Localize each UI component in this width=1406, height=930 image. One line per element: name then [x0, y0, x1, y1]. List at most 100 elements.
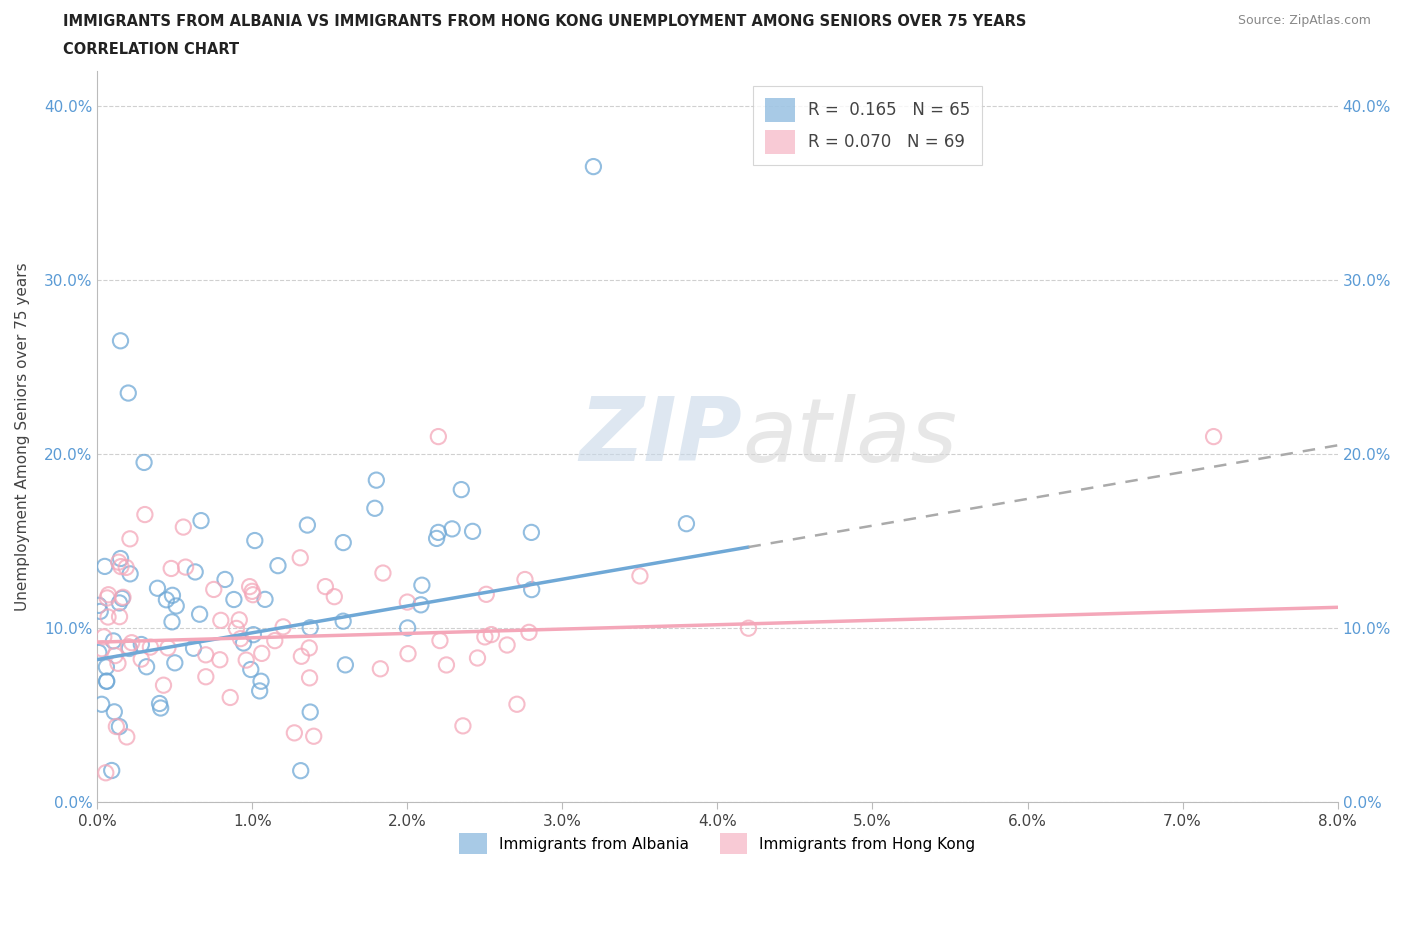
- Point: [298, 641, 321, 656]
- Point: [148, 696, 170, 711]
- Point: [496, 638, 519, 653]
- Point: [475, 587, 498, 602]
- Point: [271, 619, 294, 634]
- Point: [134, 507, 156, 522]
- Point: [283, 725, 305, 740]
- Point: [737, 620, 759, 635]
- Point: [155, 592, 177, 607]
- Point: [450, 482, 472, 497]
- Point: [121, 635, 143, 650]
- Point: [107, 555, 129, 570]
- Point: [427, 429, 450, 444]
- Point: [370, 661, 392, 676]
- Point: [94, 559, 117, 574]
- Point: [323, 590, 346, 604]
- Point: [183, 641, 205, 656]
- Point: [96, 591, 118, 605]
- Point: [209, 613, 232, 628]
- Point: [239, 579, 262, 594]
- Text: CORRELATION CHART: CORRELATION CHART: [63, 42, 239, 57]
- Point: [474, 630, 496, 644]
- Point: [396, 594, 419, 609]
- Point: [290, 649, 312, 664]
- Point: [297, 518, 319, 533]
- Point: [208, 652, 231, 667]
- Point: [1202, 429, 1225, 444]
- Point: [146, 581, 169, 596]
- Point: [131, 637, 153, 652]
- Point: [366, 472, 388, 487]
- Point: [110, 333, 132, 348]
- Point: [108, 719, 131, 734]
- Point: [467, 651, 489, 666]
- Point: [396, 646, 419, 661]
- Point: [675, 516, 697, 531]
- Point: [426, 531, 449, 546]
- Point: [451, 718, 474, 733]
- Point: [332, 535, 354, 550]
- Point: [298, 671, 321, 685]
- Point: [240, 584, 263, 599]
- Legend: Immigrants from Albania, Immigrants from Hong Kong: Immigrants from Albania, Immigrants from…: [453, 827, 981, 860]
- Point: [105, 719, 128, 734]
- Point: [520, 525, 543, 539]
- Point: [103, 633, 125, 648]
- Point: [249, 684, 271, 698]
- Point: [118, 531, 141, 546]
- Point: [117, 639, 139, 654]
- Point: [479, 627, 502, 642]
- Point: [90, 642, 112, 657]
- Point: [364, 501, 387, 516]
- Point: [194, 670, 217, 684]
- Point: [118, 641, 141, 656]
- Point: [429, 633, 451, 648]
- Point: [96, 674, 118, 689]
- Point: [132, 455, 155, 470]
- Point: [628, 568, 651, 583]
- Point: [160, 561, 183, 576]
- Point: [156, 641, 179, 656]
- Point: [267, 558, 290, 573]
- Point: [152, 678, 174, 693]
- Point: [139, 640, 162, 655]
- Point: [396, 620, 419, 635]
- Point: [162, 588, 184, 603]
- Point: [104, 648, 127, 663]
- Point: [108, 595, 131, 610]
- Point: [94, 765, 117, 780]
- Point: [299, 620, 322, 635]
- Point: [163, 656, 186, 671]
- Point: [129, 652, 152, 667]
- Point: [107, 656, 129, 671]
- Point: [194, 647, 217, 662]
- Point: [110, 551, 132, 566]
- Point: [219, 690, 242, 705]
- Text: IMMIGRANTS FROM ALBANIA VS IMMIGRANTS FROM HONG KONG UNEMPLOYMENT AMONG SENIORS : IMMIGRANTS FROM ALBANIA VS IMMIGRANTS FR…: [63, 14, 1026, 29]
- Point: [174, 560, 197, 575]
- Point: [190, 513, 212, 528]
- Point: [436, 658, 458, 672]
- Point: [160, 615, 183, 630]
- Point: [314, 579, 336, 594]
- Point: [108, 609, 131, 624]
- Point: [111, 590, 134, 604]
- Point: [214, 572, 236, 587]
- Point: [93, 630, 115, 644]
- Point: [96, 673, 118, 688]
- Point: [172, 520, 194, 535]
- Point: [235, 653, 257, 668]
- Point: [302, 729, 325, 744]
- Point: [87, 598, 110, 613]
- Point: [184, 565, 207, 579]
- Point: [461, 524, 484, 538]
- Point: [96, 659, 118, 674]
- Point: [427, 525, 450, 539]
- Y-axis label: Unemployment Among Seniors over 75 years: Unemployment Among Seniors over 75 years: [15, 262, 30, 611]
- Point: [222, 592, 245, 607]
- Point: [517, 625, 540, 640]
- Point: [228, 613, 250, 628]
- Text: ZIP: ZIP: [579, 393, 742, 480]
- Point: [229, 631, 252, 646]
- Point: [250, 674, 273, 689]
- Point: [117, 386, 139, 401]
